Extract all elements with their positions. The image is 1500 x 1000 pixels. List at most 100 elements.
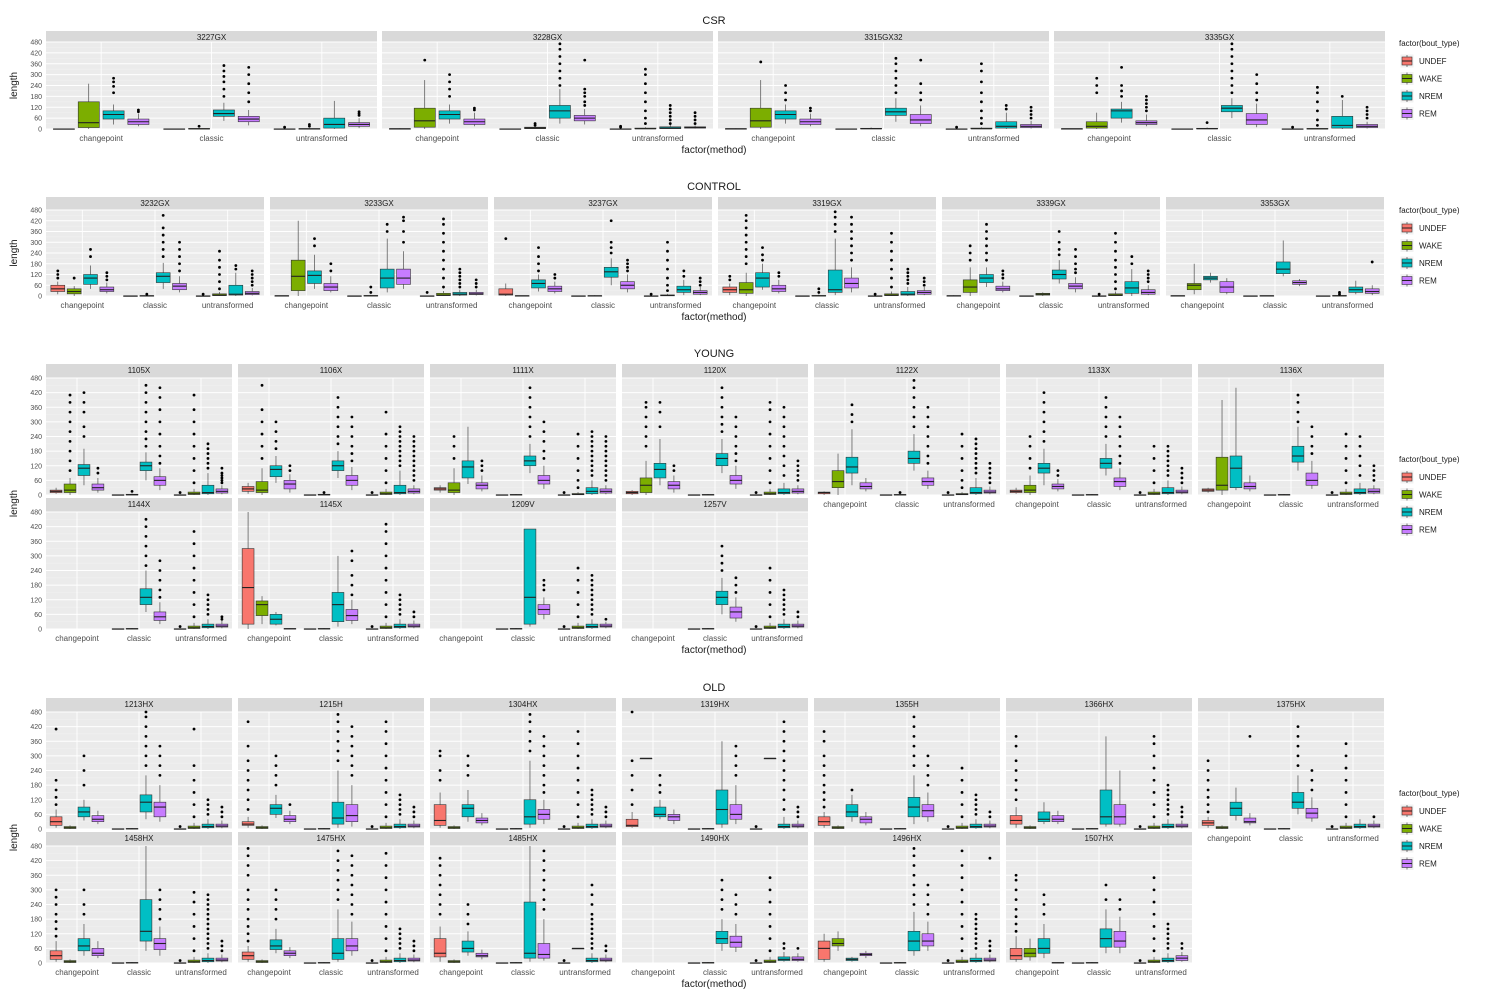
y-axis-title: length	[9, 239, 20, 266]
legend-label: WAKE	[1419, 491, 1442, 500]
outlier-point	[369, 285, 373, 289]
outlier-point	[604, 454, 608, 458]
outlier-point	[308, 123, 311, 126]
outlier-point	[458, 278, 462, 282]
outlier-point	[260, 420, 264, 424]
outlier-point	[144, 420, 148, 424]
outlier-point	[220, 474, 224, 477]
box-rem	[1175, 942, 1189, 962]
outlier-point	[412, 449, 416, 453]
facet-strip	[814, 832, 1000, 846]
outlier-point	[1130, 255, 1134, 258]
outlier-point	[274, 917, 278, 921]
box-nrem	[1110, 65, 1133, 123]
box-rem	[799, 106, 822, 127]
outlier-point	[1014, 915, 1018, 919]
outlier-point	[206, 946, 210, 950]
outlier-point	[1042, 430, 1046, 434]
x-tick-label: changepoint	[79, 134, 123, 143]
outlier-point	[1255, 91, 1259, 95]
outlier-point	[384, 603, 388, 607]
outlier-point	[158, 578, 162, 582]
box-rem	[1113, 415, 1127, 491]
outlier-point	[144, 444, 148, 448]
box-rem	[215, 466, 229, 495]
outlier-point	[1180, 476, 1184, 480]
outlier-point	[960, 888, 964, 892]
box-rem	[791, 459, 805, 495]
outlier-point	[894, 76, 898, 80]
outlier-point	[144, 437, 148, 441]
outlier-point	[1296, 420, 1300, 424]
outlier-point	[890, 249, 893, 253]
outlier-point	[974, 452, 978, 455]
box-nrem	[228, 264, 244, 296]
outlier-point	[537, 246, 540, 250]
outlier-point	[960, 937, 964, 941]
outlier-point	[1206, 795, 1210, 799]
outlier-point	[438, 754, 442, 758]
box-undef	[111, 962, 125, 964]
box-body	[715, 789, 729, 825]
outlier-point	[693, 114, 697, 118]
outlier-point	[192, 469, 196, 473]
outlier-point	[822, 783, 826, 787]
box-body	[77, 464, 91, 476]
box-wake	[571, 432, 585, 496]
outlier-point	[384, 432, 388, 436]
outlier-point	[274, 447, 278, 451]
box-rem	[475, 459, 489, 492]
outlier-point	[542, 583, 546, 587]
outlier-point	[466, 754, 470, 758]
outlier-point	[619, 124, 622, 128]
outlier-point	[1074, 267, 1077, 271]
outlier-point	[220, 481, 224, 485]
box-rem	[537, 734, 551, 825]
outlier-point	[350, 744, 354, 748]
y-tick-label: 120	[30, 105, 42, 112]
outlier-point	[988, 471, 992, 475]
outlier-point	[206, 808, 210, 811]
x-tick-label: changepoint	[285, 301, 329, 310]
box-body	[255, 600, 269, 616]
box-body	[77, 938, 91, 952]
outlier-point	[782, 435, 786, 438]
y-tick-label: 120	[30, 797, 42, 804]
outlier-point	[734, 591, 738, 594]
outlier-point	[768, 578, 772, 582]
outlier-point	[1056, 474, 1060, 477]
outlier-point	[466, 903, 470, 906]
outlier-point	[161, 240, 165, 244]
y-tick-label: 240	[30, 434, 42, 441]
box-body	[91, 948, 105, 956]
box-rem	[407, 610, 421, 629]
outlier-point	[768, 912, 772, 916]
x-tick-label: classic	[1087, 968, 1111, 977]
outlier-point	[54, 903, 58, 906]
outlier-point	[220, 810, 224, 814]
outlier-point	[1166, 783, 1170, 787]
outlier-point	[458, 271, 462, 275]
outlier-point	[1014, 907, 1018, 911]
outlier-point	[912, 415, 916, 419]
outlier-point	[452, 444, 456, 448]
outlier-point	[398, 612, 402, 616]
outlier-point	[246, 759, 250, 763]
outlier-point	[398, 425, 402, 429]
outlier-point	[384, 410, 388, 414]
outlier-point	[562, 825, 566, 828]
outlier-point	[384, 912, 388, 916]
outlier-point	[644, 435, 648, 438]
outlier-point	[144, 744, 148, 748]
outlier-point	[926, 773, 930, 777]
outlier-point	[274, 420, 278, 424]
box-body	[831, 938, 845, 947]
box-body	[859, 482, 873, 490]
y-axis-title: length	[9, 824, 20, 851]
outlier-point	[1344, 803, 1348, 807]
box-nrem	[1099, 396, 1113, 476]
outlier-point	[1316, 100, 1319, 104]
y-tick-label: 300	[30, 240, 42, 247]
outlier-point	[960, 900, 964, 904]
